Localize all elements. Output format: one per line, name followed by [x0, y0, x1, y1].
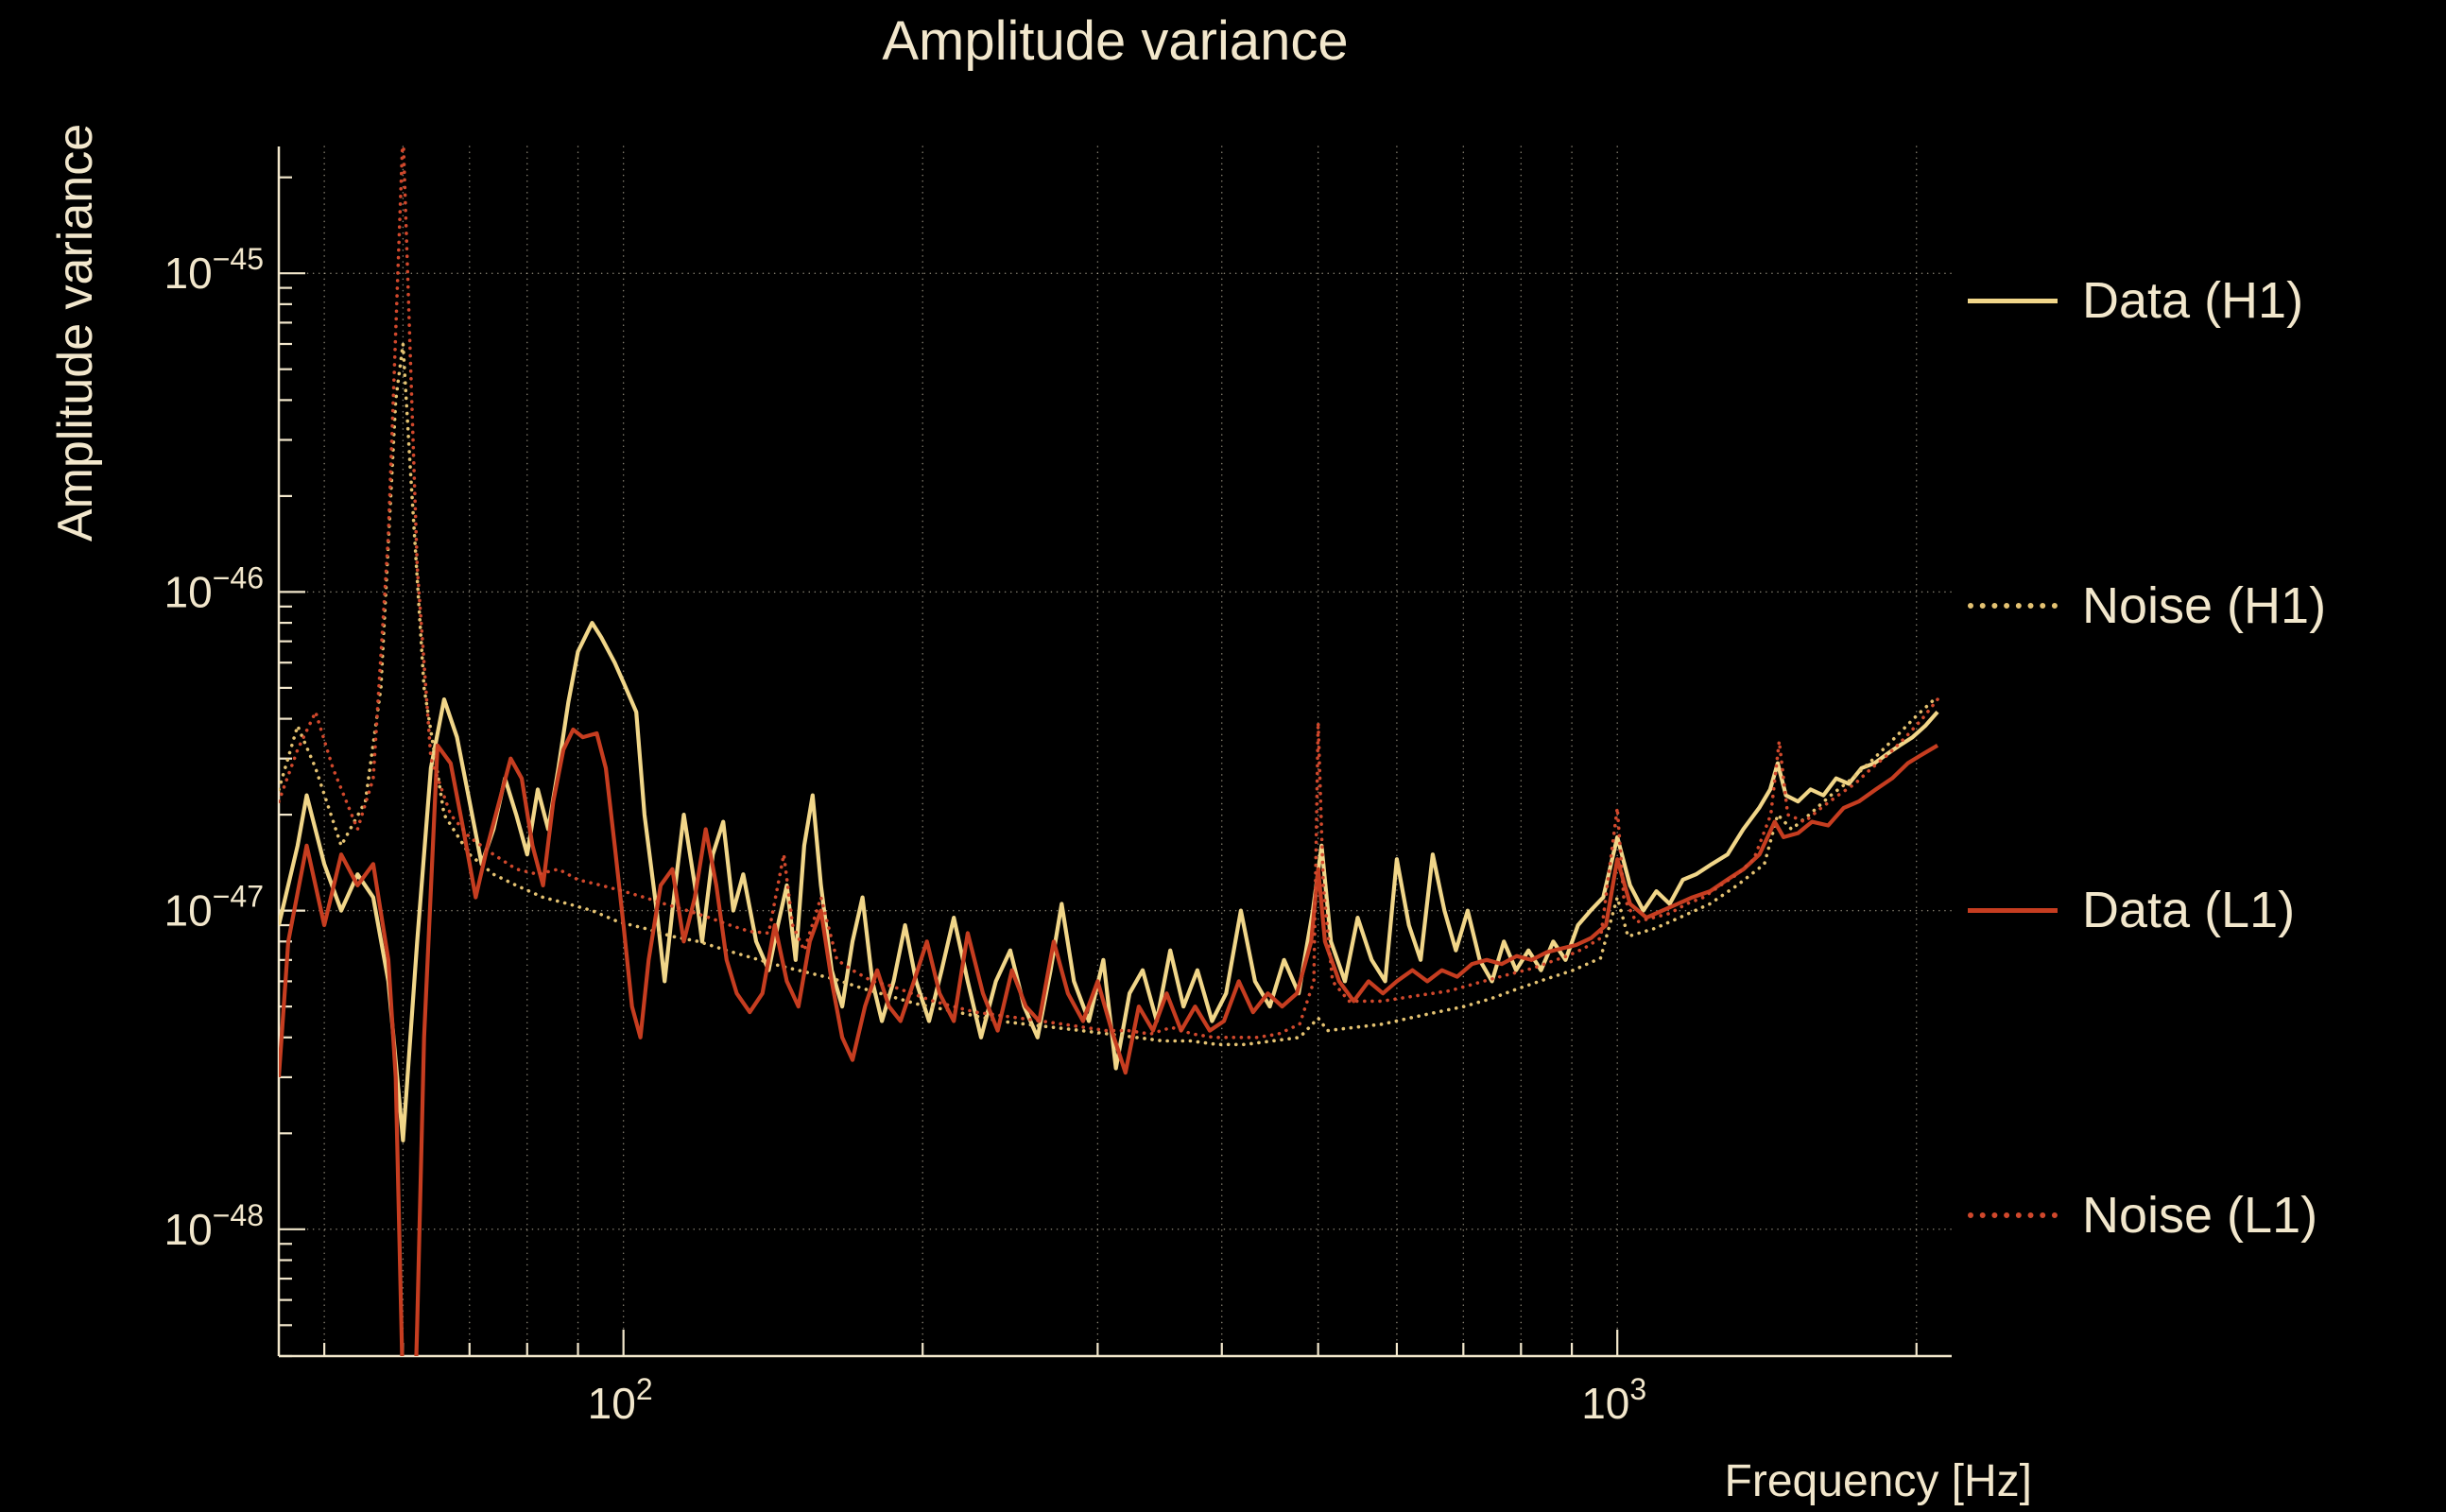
y-tick-label: 10−47 [164, 880, 264, 936]
x-axis-label: Frequency [Hz] [1724, 1456, 2032, 1506]
legend-line-sample-noise-l1 [1968, 1211, 2058, 1218]
chart-title: Amplitude variance [882, 10, 1349, 72]
legend-entry-data-h1: Data (H1) [1968, 270, 2440, 331]
series-data-h1 [279, 621, 1939, 1143]
legend-label-data-l1: Data (L1) [2082, 882, 2296, 939]
series-lines [279, 146, 1939, 1356]
legend-entry-noise-h1: Noise (H1) [1968, 576, 2440, 636]
y-tick-label: 10−46 [164, 560, 264, 616]
legend-label-data-h1: Data (H1) [2082, 272, 2304, 329]
gridlines [278, 146, 1953, 1357]
legend: Data (H1) Noise (H1) Data (L1) Noise (L1… [1968, 270, 2440, 1246]
legend-entry-data-l1: Data (L1) [1968, 880, 2440, 940]
y-tick-label: 10−45 [164, 242, 264, 298]
y-tick-label: 10−48 [164, 1198, 264, 1254]
y-axis-label: Amplitude variance [48, 123, 103, 542]
legend-label-noise-l1: Noise (L1) [2082, 1186, 2318, 1244]
x-tick-label: 102 [588, 1372, 653, 1428]
legend-line-sample-data-l1 [1968, 907, 2058, 913]
legend-line-sample-noise-h1 [1968, 602, 2058, 609]
x-tick-label: 103 [1581, 1372, 1646, 1428]
series-data-l1 [279, 727, 1939, 1356]
axes [277, 146, 1952, 1358]
legend-entry-noise-l1: Noise (L1) [1968, 1185, 2440, 1246]
legend-line-sample-data-h1 [1968, 298, 2058, 303]
legend-label-noise-h1: Noise (H1) [2082, 576, 2327, 634]
